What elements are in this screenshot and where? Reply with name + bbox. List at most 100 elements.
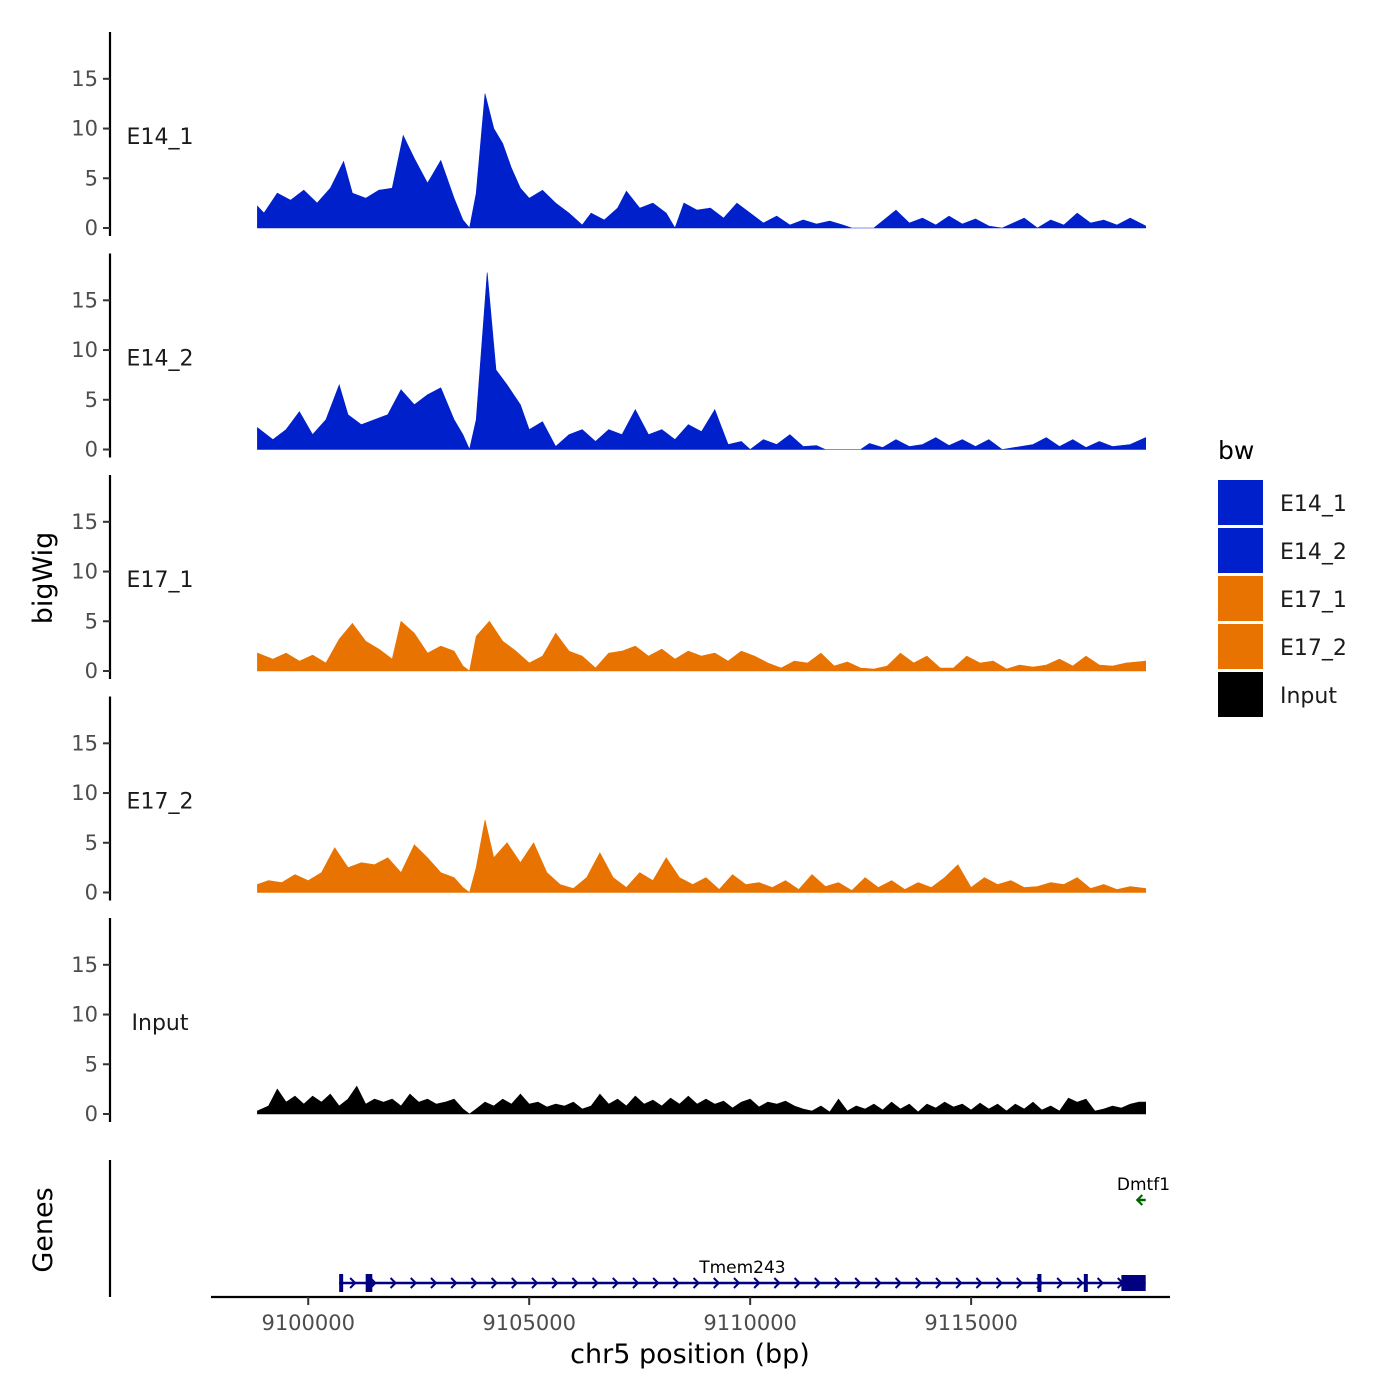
y-tick-label: 10 xyxy=(71,781,98,805)
gene-exon xyxy=(1083,1274,1088,1292)
y-tick-label: 0 xyxy=(85,881,98,905)
x-axis-title: chr5 position (bp) xyxy=(570,1339,810,1370)
coverage-area-e14-2 xyxy=(257,272,1146,451)
strand-arrow xyxy=(632,1277,640,1289)
track-label: E17_1 xyxy=(127,568,194,593)
strand-arrow xyxy=(1135,1194,1144,1206)
gene-exon xyxy=(1037,1274,1042,1292)
legend: bw E14_1 E14_2 E17_1 E17_2 Input xyxy=(1218,436,1347,717)
y-tick-label: 0 xyxy=(85,438,98,462)
strand-arrow xyxy=(612,1277,620,1289)
y-tick-label: 10 xyxy=(71,338,98,362)
y-tick-label: 15 xyxy=(71,731,98,755)
track-input: 0 5 10 15 Input xyxy=(71,918,1146,1126)
strand-arrow xyxy=(834,1277,842,1289)
strand-arrow xyxy=(713,1277,721,1289)
strand-arrow xyxy=(410,1277,418,1289)
strand-arrow xyxy=(672,1277,680,1289)
strand-arrow xyxy=(531,1277,539,1289)
gene-name: Tmem243 xyxy=(698,1258,785,1278)
strand-arrow xyxy=(733,1277,741,1289)
genes-panel: Tmem243 Dmtf1 xyxy=(108,1160,1170,1297)
track-label: E14_1 xyxy=(127,125,194,150)
legend-key-input xyxy=(1218,672,1263,717)
strand-arrow xyxy=(1096,1277,1104,1289)
track-e17-2: 0 5 10 15 E17_2 xyxy=(71,696,1146,905)
strand-arrow xyxy=(490,1277,498,1289)
y-tick-label: 15 xyxy=(71,288,98,312)
strand-arrow xyxy=(854,1277,862,1289)
y-tick-label: 10 xyxy=(71,1003,98,1027)
gene-tmem243: Tmem243 xyxy=(339,1258,1146,1292)
y-tick-label: 5 xyxy=(85,1052,98,1076)
strand-arrow xyxy=(814,1277,822,1289)
strand-arrow xyxy=(430,1277,438,1289)
x-axis: 9100000 9105000 9110000 9115000 xyxy=(211,1295,1170,1335)
gene-name: Dmtf1 xyxy=(1117,1175,1170,1195)
coverage-area-e17-2 xyxy=(257,819,1146,894)
track-e17-1: 0 5 10 15 E17_1 xyxy=(71,475,1146,683)
strand-arrow xyxy=(935,1277,943,1289)
track-label: E14_2 xyxy=(127,347,194,372)
strand-arrow xyxy=(874,1277,882,1289)
legend-title: bw xyxy=(1218,436,1254,465)
strand-arrow xyxy=(450,1277,458,1289)
strand-arrow xyxy=(349,1277,357,1289)
strand-arrow xyxy=(1056,1277,1064,1289)
legend-key-e14-1 xyxy=(1218,480,1263,525)
y-tick-label: 0 xyxy=(85,216,98,240)
y-tick-label: 0 xyxy=(85,1102,98,1126)
x-tick-label: 9115000 xyxy=(924,1311,1018,1335)
strand-arrow xyxy=(915,1277,923,1289)
legend-label: E14_2 xyxy=(1280,540,1347,565)
y-tick-label: 15 xyxy=(71,953,98,977)
strand-arrow xyxy=(1076,1277,1084,1289)
legend-key-e17-1 xyxy=(1218,576,1263,621)
legend-key-e17-2 xyxy=(1218,624,1263,669)
y-tick-label: 0 xyxy=(85,659,98,683)
track-label: Input xyxy=(132,1011,189,1036)
strand-arrow xyxy=(470,1277,478,1289)
strand-arrow xyxy=(753,1277,761,1289)
coverage-area-e17-1 xyxy=(257,620,1146,672)
x-tick-label: 9105000 xyxy=(482,1311,576,1335)
y-tick-label: 10 xyxy=(71,560,98,584)
y-axis-title: bigWig xyxy=(28,532,59,625)
legend-label: Input xyxy=(1280,684,1337,709)
strand-arrow xyxy=(551,1277,559,1289)
legend-label: E14_1 xyxy=(1280,492,1347,517)
y-tick-label: 10 xyxy=(71,117,98,141)
gene-exon xyxy=(339,1274,344,1292)
gene-dmtf1: Dmtf1 xyxy=(1117,1175,1170,1206)
strand-arrow xyxy=(1016,1277,1024,1289)
legend-label: E17_1 xyxy=(1280,588,1347,613)
y-tick-label: 5 xyxy=(85,166,98,190)
x-tick-label: 9110000 xyxy=(703,1311,797,1335)
strand-arrow xyxy=(955,1277,963,1289)
coverage-area-e14-1 xyxy=(257,93,1146,229)
strand-arrow xyxy=(773,1277,781,1289)
strand-arrow xyxy=(571,1277,579,1289)
track-label: E17_2 xyxy=(127,790,194,815)
y-tick-label: 5 xyxy=(85,609,98,633)
legend-label: E17_2 xyxy=(1280,636,1347,661)
coverage-area-input xyxy=(257,1085,1146,1115)
strand-arrow xyxy=(793,1277,801,1289)
gene-exon xyxy=(1121,1275,1146,1291)
strand-arrow xyxy=(652,1277,660,1289)
y-tick-label: 15 xyxy=(71,67,98,91)
track-e14-1: 0 5 10 15 E14_1 xyxy=(71,32,1146,240)
gene-exon xyxy=(365,1274,373,1292)
genes-axis-title: Genes xyxy=(28,1187,59,1272)
y-tick-label: 15 xyxy=(71,510,98,534)
strand-arrow xyxy=(591,1277,599,1289)
x-tick-label: 9100000 xyxy=(261,1311,355,1335)
y-tick-label: 5 xyxy=(85,831,98,855)
legend-key-e14-2 xyxy=(1218,528,1263,573)
y-tick-label: 5 xyxy=(85,388,98,412)
strand-arrow xyxy=(692,1277,700,1289)
strand-arrow xyxy=(389,1277,397,1289)
strand-arrow xyxy=(995,1277,1003,1289)
bigwig-tracks: 0 5 10 15 E14_1 0 5 10 15 E14_2 0 5 10 15 E17_1 0 5 10 15 E… xyxy=(71,32,1146,1126)
